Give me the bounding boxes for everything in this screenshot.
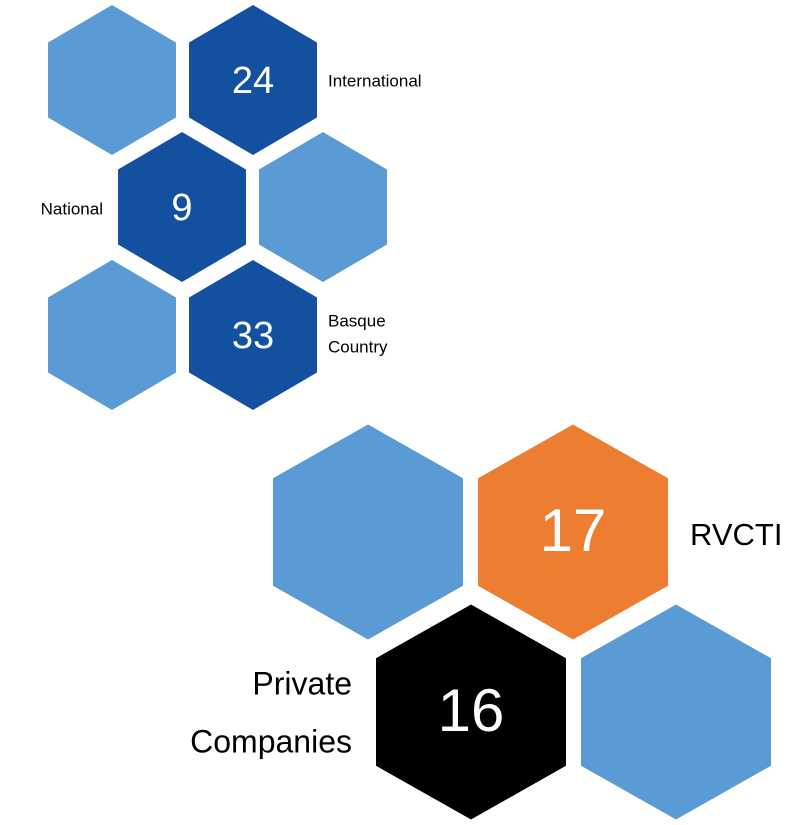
hexagon-value: 24 [232, 60, 274, 102]
hexagon [273, 424, 463, 640]
hexagon-label: International [328, 71, 422, 90]
hexagon-value: 33 [232, 315, 274, 357]
hexagon-value: 9 [171, 187, 192, 229]
hexagon-value: 17 [540, 497, 607, 564]
hexagon [189, 5, 317, 155]
hexagon [118, 132, 246, 282]
hexagon [478, 424, 668, 640]
hexagon [259, 132, 387, 282]
hexagon [581, 604, 771, 820]
hexagon [48, 5, 176, 155]
hexagon-label: Private [252, 665, 352, 701]
hexagon-label: Companies [190, 723, 352, 759]
hexagon-label: Country [328, 337, 388, 356]
hexagon-label: RVCTI [690, 517, 782, 552]
hexagon [376, 604, 566, 820]
hexagon [189, 260, 317, 410]
hexagon-value: 16 [438, 677, 505, 744]
hexagon [48, 260, 176, 410]
hexagon-label: Basque [328, 311, 386, 330]
hexagon-label: National [41, 199, 103, 218]
